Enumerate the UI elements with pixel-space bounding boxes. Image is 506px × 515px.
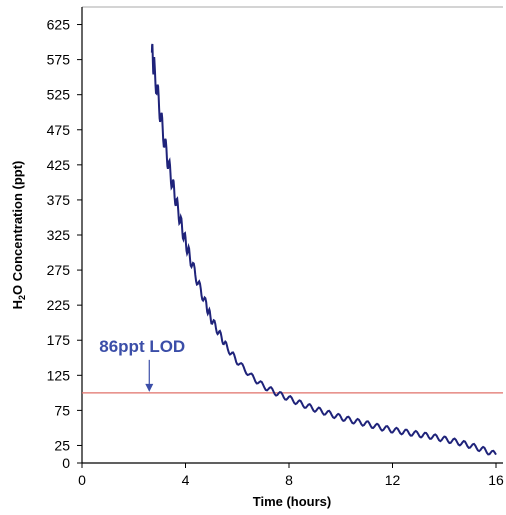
y-tick-label: 175 — [47, 332, 71, 348]
y-tick-label: 425 — [47, 157, 71, 173]
y-tick-label: 375 — [47, 192, 71, 208]
x-axis-title: Time (hours) — [253, 494, 332, 509]
annotation-label: 86ppt LOD — [99, 337, 185, 356]
annotation-arrowhead — [145, 383, 154, 392]
y-tick-label: 25 — [54, 437, 70, 453]
data-series-line — [150, 43, 497, 456]
y-ticks: 0 25 75 125 175 225 275 325 375 425 475 525 575 625 — [47, 17, 82, 471]
y-tick-label: 125 — [47, 367, 71, 383]
y-tick-label: 525 — [47, 87, 71, 103]
y-tick-label: 225 — [47, 297, 71, 313]
y-tick-label: 75 — [54, 402, 70, 418]
y-axis-title: H2O Concentration (ppt) — [10, 161, 27, 310]
y-tick-label: 0 — [62, 455, 70, 471]
x-tick-label: 8 — [285, 472, 293, 488]
y-tick-label: 325 — [47, 227, 71, 243]
y-tick-label: 625 — [47, 17, 71, 33]
x-tick-label: 12 — [385, 472, 401, 488]
y-tick-label: 475 — [47, 122, 71, 138]
y-tick-label: 275 — [47, 262, 71, 278]
x-tick-label: 4 — [182, 472, 190, 488]
x-tick-label: 16 — [488, 472, 504, 488]
y-tick-label: 575 — [47, 52, 71, 68]
x-ticks: 0 4 8 12 16 — [78, 463, 504, 488]
x-tick-label: 0 — [78, 472, 86, 488]
